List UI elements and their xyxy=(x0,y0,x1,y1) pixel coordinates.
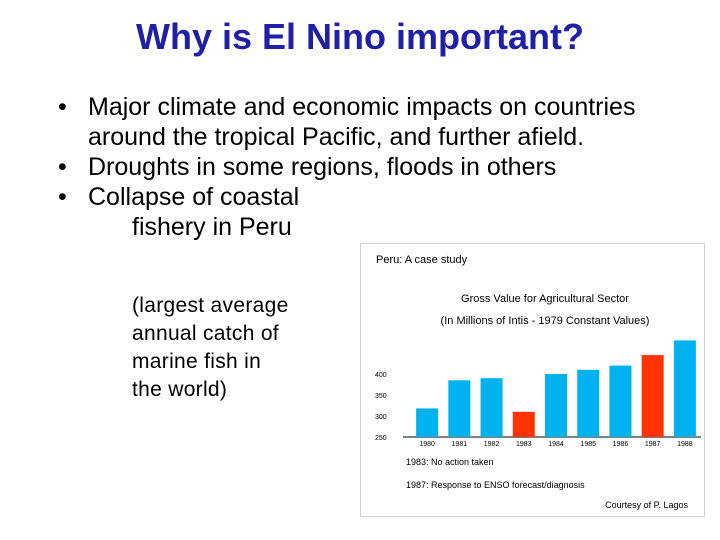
bar-1984 xyxy=(545,374,567,437)
slide-title: Why is El Nino important? xyxy=(136,16,584,57)
bullet-item-impacts: • Major climate and economic impacts on … xyxy=(58,92,698,152)
y-tick-label: 400 xyxy=(375,372,387,379)
x-tick-label: 1981 xyxy=(452,441,468,448)
bar-1985 xyxy=(577,369,600,437)
bar-1983 xyxy=(512,411,535,437)
bar-chart: 250 300 350 400 1980 1981 1982 1983 1984 1985 1986… xyxy=(375,340,701,448)
bar-1981 xyxy=(448,380,471,437)
x-tick-label: 1980 xyxy=(419,441,435,448)
x-tick-label: 1985 xyxy=(580,441,596,448)
chart-subtitle: (In Millions of Intis - 1979 Constant Va… xyxy=(440,315,650,327)
bullet-text: Major climate and economic impacts on co… xyxy=(88,93,636,151)
case-study-figure: Peru: A case study Gross Value for Agric… xyxy=(360,243,705,517)
x-tick-label: 1987 xyxy=(645,441,661,448)
bullet-icon: • xyxy=(58,183,67,211)
bar-1986 xyxy=(609,365,632,437)
bullet-icon: • xyxy=(58,93,67,121)
bullet-text: Droughts in some regions, floods in othe… xyxy=(88,153,557,181)
figure-note: 1987: Response to ENSO forecast/diagnosi… xyxy=(406,480,585,490)
fishery-note-line: annual catch of xyxy=(132,322,279,345)
bar-1987 xyxy=(641,355,664,437)
x-tick-label: 1982 xyxy=(484,441,500,448)
fishery-note-line: marine fish in xyxy=(132,350,262,373)
bar-1982 xyxy=(480,378,503,437)
fishery-note-line: (largest average xyxy=(132,294,289,317)
y-tick-label: 350 xyxy=(375,393,387,400)
fishery-note-line: the world) xyxy=(132,378,228,401)
y-tick-label: 300 xyxy=(375,414,387,421)
x-tick-label: 1988 xyxy=(677,441,693,448)
chart-title: Gross Value for Agricultural Sector xyxy=(461,293,629,305)
bullet-item-fishery: • Collapse of coastal xyxy=(58,182,698,212)
bar-1988 xyxy=(673,340,696,437)
figure-caption: Peru: A case study xyxy=(376,254,468,266)
fishery-note: (largest average annual catch of marine … xyxy=(132,292,289,404)
bullet-icon: • xyxy=(58,153,67,181)
bullet-continuation: fishery in Peru xyxy=(132,213,292,241)
x-tick-label: 1984 xyxy=(548,441,564,448)
x-tick-label: 1986 xyxy=(613,441,629,448)
y-tick-label: 250 xyxy=(375,435,387,442)
figure-credit: Courtesy of P. Lagos xyxy=(605,500,688,510)
x-tick-label: 1983 xyxy=(516,441,532,448)
figure-note: 1983: No action taken xyxy=(406,457,494,467)
bar-1980 xyxy=(416,408,439,437)
bullet-list: • Major climate and economic impacts on … xyxy=(58,92,698,242)
bullet-text: Collapse of coastal xyxy=(88,183,300,211)
bullet-item-droughts: • Droughts in some regions, floods in ot… xyxy=(58,152,698,182)
